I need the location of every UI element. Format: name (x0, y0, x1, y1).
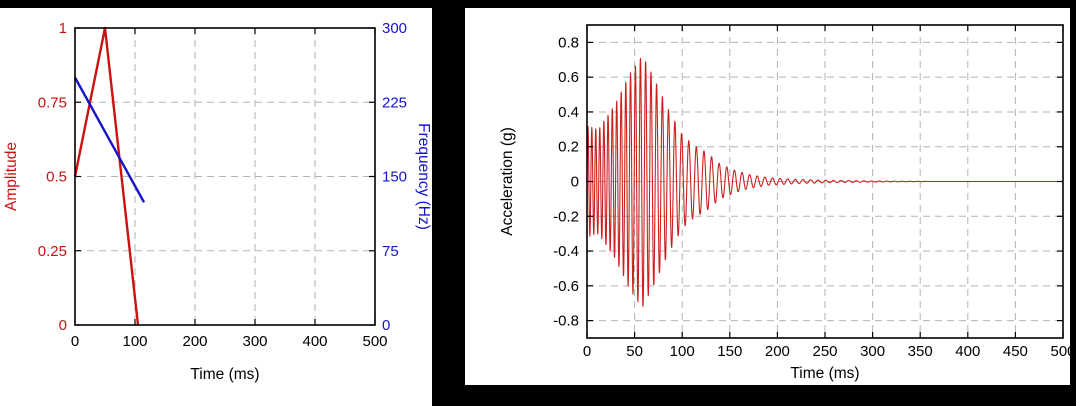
pulse-definition-chart-panel: 0 100 200 300 400 500 0 0.25 0.5 0.75 1 0 75 150 225 30… (0, 8, 432, 406)
x-tick-label: 250 (812, 343, 837, 360)
x-tick-label: 500 (1050, 343, 1070, 360)
acceleration-chart-panel: 0 50 100 150 200 250 300 350 400 450 500 -0.8 -0.6 -0… (465, 8, 1070, 385)
y-tick-label: -0.6 (553, 278, 579, 295)
y2-tick-label: 75 (382, 243, 399, 260)
y-tick-label: 1 (59, 20, 67, 37)
y-tick-label: 0.2 (558, 139, 579, 156)
acceleration-waveform (586, 57, 1064, 307)
y2-tick-label: 150 (382, 169, 407, 186)
y-tick-label: -0.4 (553, 243, 579, 260)
x-tick-label: 400 (302, 333, 327, 350)
x-axis-title: Time (ms) (790, 365, 859, 382)
y2-tick-label: 225 (382, 94, 407, 111)
x-tick-label: 150 (717, 343, 742, 360)
acceleration-chart: 0 50 100 150 200 250 300 350 400 450 500 -0.8 -0.6 -0… (499, 24, 1070, 382)
y2-tick-label: 300 (382, 20, 407, 37)
x-tick-label: 200 (765, 343, 790, 360)
x-tick-label: 0 (583, 343, 591, 360)
amplitude-frequency-chart: 0 100 200 300 400 50000.250.50.75107515022530… (3, 20, 432, 383)
y-tick-label: 0.8 (558, 34, 579, 51)
x-tick-label: 50 (626, 343, 643, 360)
y-tick-label: 0.5 (46, 169, 67, 186)
y-tick-label: 0 (571, 174, 579, 191)
x-tick-label: 200 (182, 333, 207, 350)
x-tick-label: 500 (362, 333, 387, 350)
x-tick-label: 400 (955, 343, 980, 360)
y-tick-label: -0.2 (553, 208, 579, 225)
y-tick-label: 0 (59, 317, 67, 334)
x-tick-label: 100 (670, 343, 695, 360)
y-tick-label: 0.6 (558, 69, 579, 86)
y-tick-label: 0.25 (38, 243, 67, 260)
y-axis-title: Acceleration (g) (499, 127, 516, 236)
y-tick-label: 0.4 (558, 104, 579, 121)
x-tick-label: 450 (1003, 343, 1028, 360)
frequency-sweep-line (73, 76, 146, 203)
x-axis-title: Time (ms) (190, 366, 259, 383)
y-axis-title: Amplitude (3, 142, 20, 211)
x-tick-label: 300 (860, 343, 885, 360)
x-tick-label: 300 (242, 333, 267, 350)
y-tick-label: -0.8 (553, 313, 579, 330)
y-tick-label: 0.75 (38, 94, 67, 111)
x-tick-label: 350 (908, 343, 933, 360)
y2-tick-label: 0 (382, 317, 390, 334)
y2-axis-title: Frequency (Hz) (415, 123, 432, 230)
x-tick-label: 100 (122, 333, 147, 350)
x-tick-label: 0 (71, 333, 79, 350)
